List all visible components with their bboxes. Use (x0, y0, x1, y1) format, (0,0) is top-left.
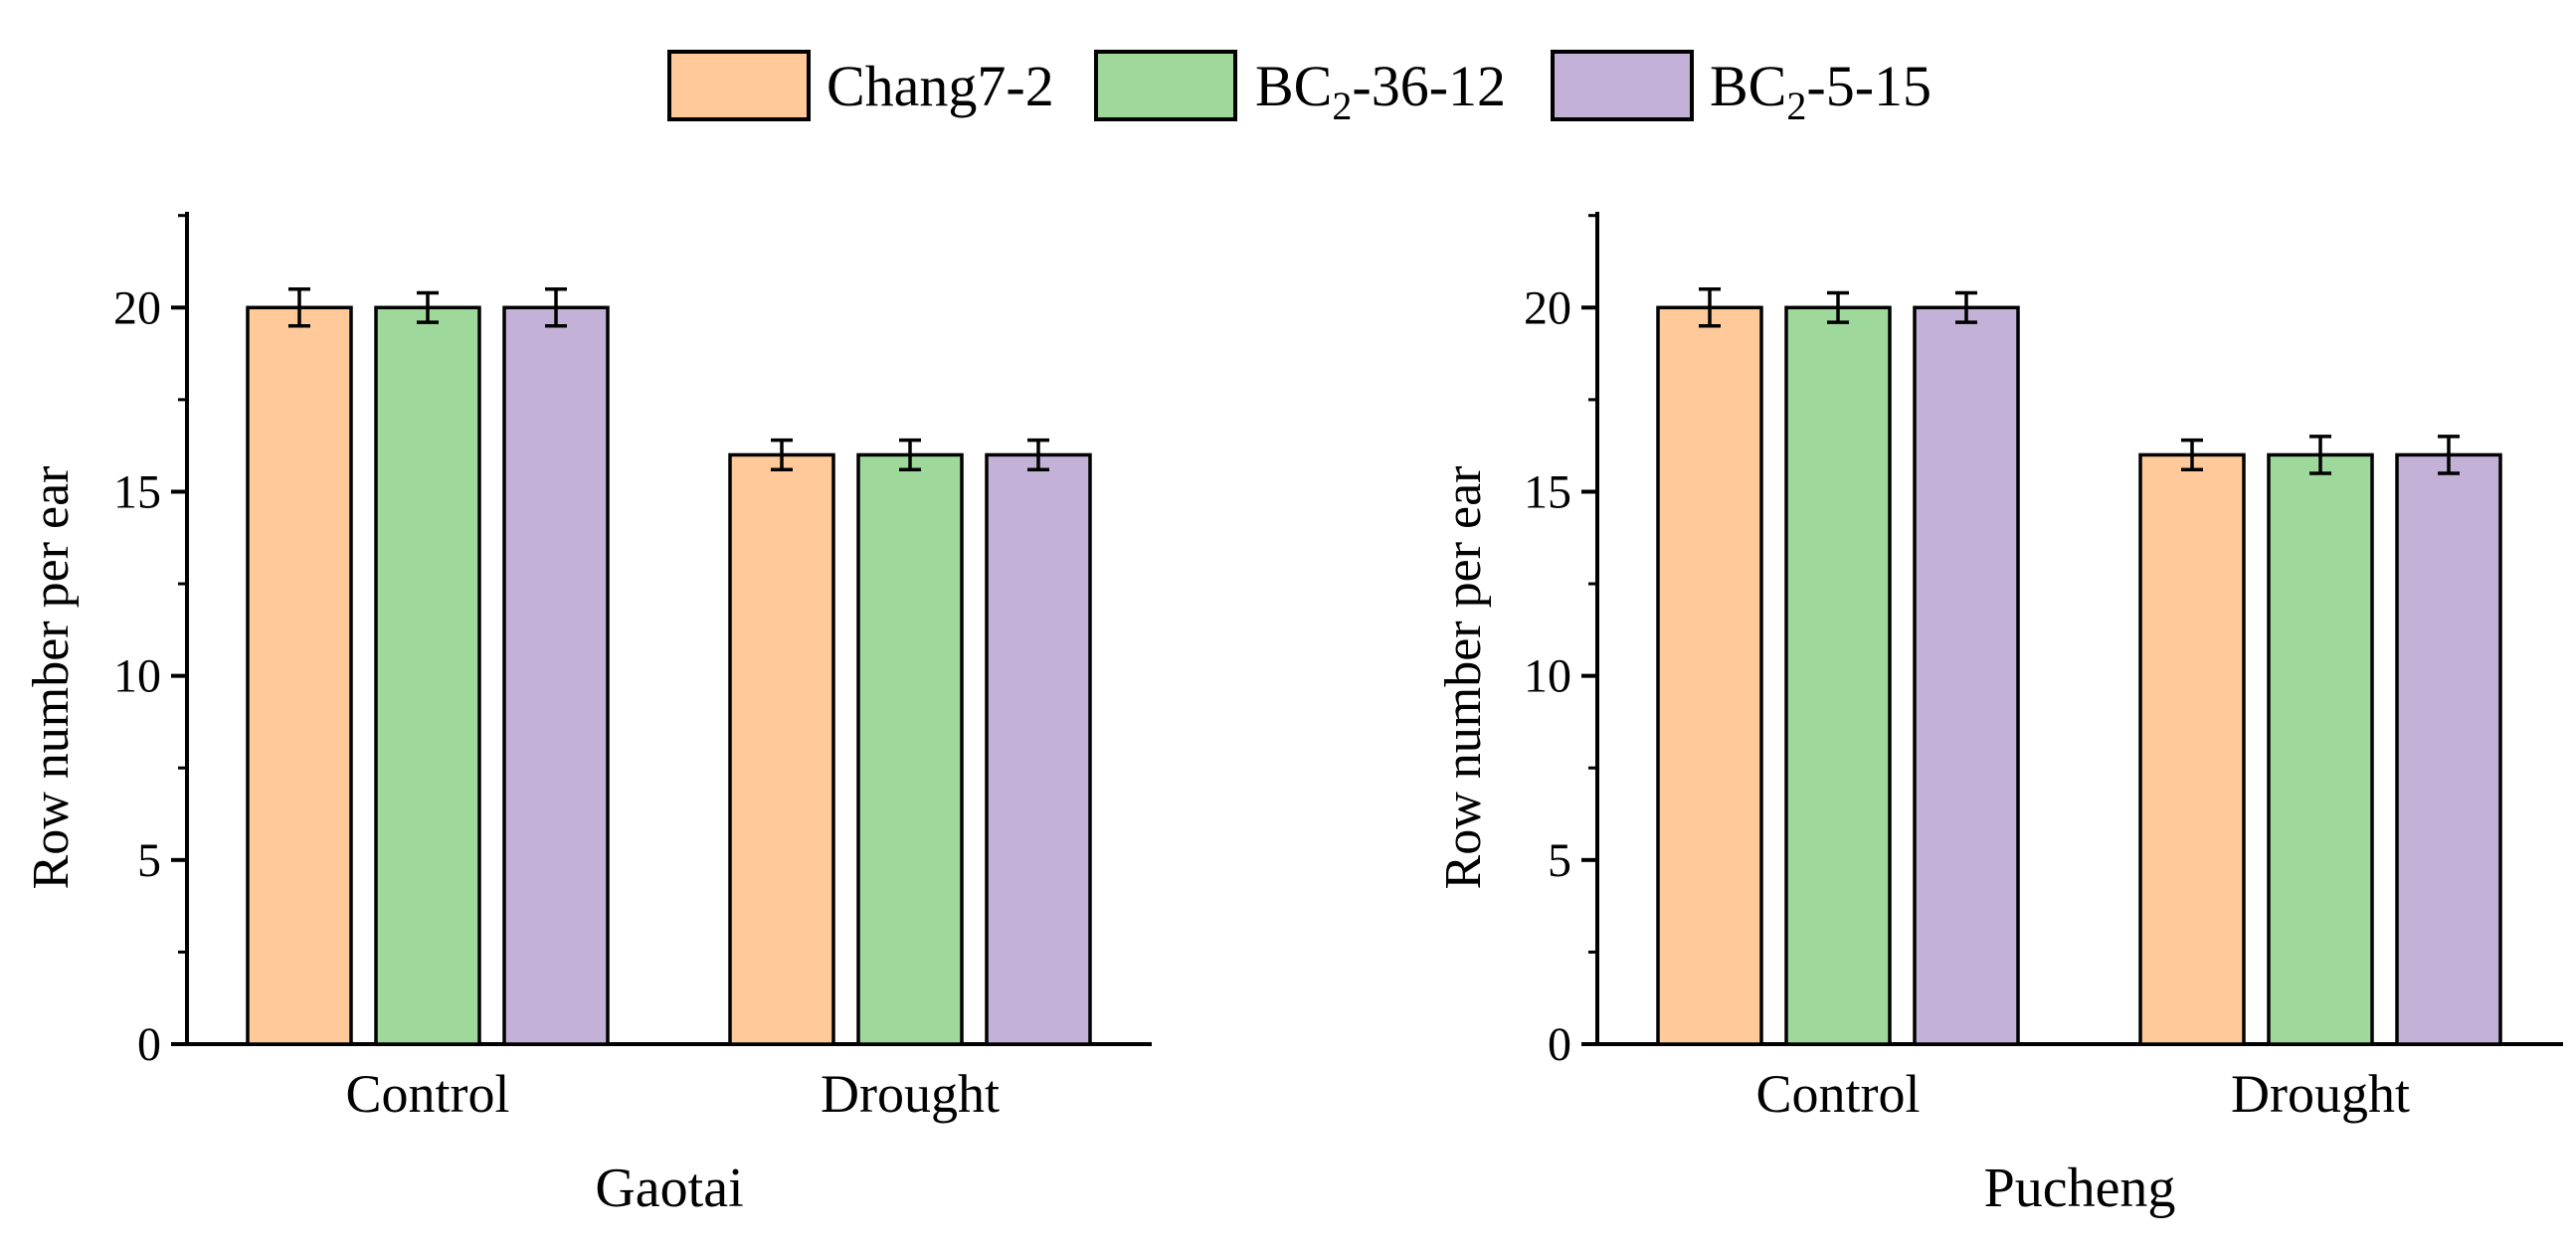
y-axis-label: Row number per ear (23, 466, 80, 890)
legend-swatch-bc2-5-15 (1551, 50, 1694, 121)
y-tick-label: 10 (113, 650, 161, 703)
legend-label-bc2-36-12: BC2-36-12 (1255, 54, 1506, 128)
x-category-label: Drought (2231, 1064, 2410, 1124)
bar-pucheng-control-bc2-36-12 (1784, 305, 1892, 1046)
legend-item-bc2-5-15: BC2-5-15 (1551, 50, 1932, 128)
bar-pucheng-control-chang7-2 (1656, 305, 1763, 1046)
legend-label-bc2-5-15: BC2-5-15 (1710, 54, 1932, 128)
x-category-label: Control (345, 1064, 509, 1124)
y-tick-label: 0 (1548, 1018, 1571, 1071)
legend-swatch-chang7-2 (667, 50, 811, 121)
bar-gaotai-control-chang7-2 (246, 305, 353, 1046)
bar-gaotai-drought-bc2-36-12 (856, 452, 964, 1046)
y-tick-label: 5 (1548, 834, 1571, 887)
y-tick-label: 5 (137, 834, 161, 887)
bar-gaotai-drought-chang7-2 (728, 452, 835, 1046)
y-tick-label: 0 (137, 1018, 161, 1071)
legend-label-chang7-2: Chang7-2 (827, 54, 1054, 118)
y-tick-label: 15 (1524, 465, 1571, 518)
legend-item-bc2-36-12: BC2-36-12 (1094, 50, 1506, 128)
bar-pucheng-drought-bc2-36-12 (2267, 452, 2374, 1046)
y-tick-label: 15 (113, 465, 161, 518)
panel-title: Gaotai (595, 1158, 743, 1219)
legend: Chang7-2 BC2-36-12 BC2-5-15 (667, 50, 1932, 128)
y-tick-label: 20 (1524, 281, 1571, 334)
bar-gaotai-control-bc2-36-12 (374, 305, 481, 1046)
bar-pucheng-control-bc2-5-15 (1913, 305, 2020, 1046)
bar-gaotai-drought-bc2-5-15 (985, 452, 1092, 1046)
chart-panel-pucheng: 0 5 10 15 20 Row number per ear Control Drought… (1435, 212, 2563, 1219)
y-axis-label: Row number per ear (1435, 466, 1492, 890)
panel-title: Pucheng (1984, 1158, 2176, 1219)
legend-swatch-bc2-36-12 (1094, 50, 1237, 121)
y-tick-label: 20 (113, 281, 161, 334)
bar-pucheng-drought-bc2-5-15 (2395, 452, 2502, 1046)
legend-item-chang7-2: Chang7-2 (667, 50, 1054, 121)
x-category-label: Drought (821, 1064, 1000, 1124)
x-category-label: Control (1755, 1064, 1920, 1124)
y-tick-label: 10 (1524, 650, 1571, 703)
bar-gaotai-control-bc2-5-15 (502, 305, 610, 1046)
chart-panel-gaotai: 0 5 10 15 20 Row number per ear Control Drought… (23, 212, 1152, 1219)
bar-pucheng-drought-chang7-2 (2138, 452, 2246, 1046)
